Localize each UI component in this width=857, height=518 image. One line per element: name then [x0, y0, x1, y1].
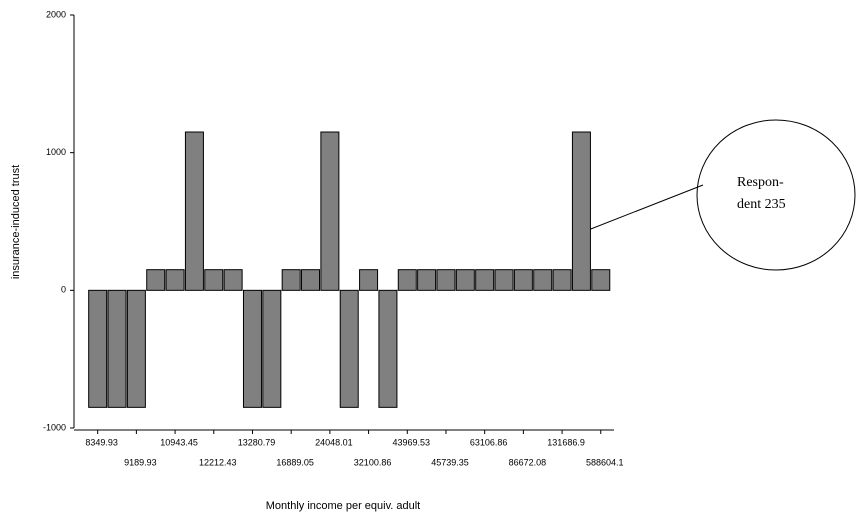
bar: [301, 269, 321, 291]
bar: [184, 131, 204, 291]
bar: [223, 269, 243, 291]
bar: [165, 269, 185, 291]
annotation: Respon-: [737, 175, 784, 190]
y-tick-label: 0: [61, 285, 66, 295]
bar: [475, 269, 495, 291]
bar: [126, 289, 146, 408]
x-tick-label: 86672.08: [509, 457, 547, 467]
bar: [339, 289, 359, 408]
bar: [107, 289, 127, 408]
x-tick-label: 131686.9: [547, 437, 585, 447]
bar: [204, 269, 224, 291]
bar: [436, 269, 456, 291]
x-tick-label: 43969.53: [393, 437, 431, 447]
bar: [320, 131, 340, 291]
bar: [146, 269, 166, 291]
bar: [571, 131, 591, 291]
x-tick-label: 9189.93: [124, 457, 157, 467]
x-tick-label: 12212.43: [199, 457, 237, 467]
annotation: dent 235: [737, 197, 786, 212]
x-tick-label: 13280.79: [238, 437, 276, 447]
x-tick-label: 32100.86: [354, 457, 392, 467]
x-tick-label: 8349.93: [85, 437, 118, 447]
x-tick-label: 45739.35: [431, 457, 469, 467]
x-tick-label: 63106.86: [470, 437, 508, 447]
y-tick-label: 1000: [46, 147, 66, 157]
bar: [533, 269, 553, 291]
bar: [378, 289, 398, 408]
bar: [242, 289, 262, 408]
callout-line: [577, 184, 704, 235]
y-axis-label: insurance-induced trust: [10, 165, 22, 279]
bar: [417, 269, 437, 291]
bar: [262, 289, 282, 408]
y-tick-label: 2000: [46, 9, 66, 19]
bar: [552, 269, 572, 291]
callout-ellipse: [696, 119, 856, 271]
bar: [397, 269, 417, 291]
y-tick-label: -1000: [43, 422, 66, 432]
x-axis-label: Monthly income per equiv. adult: [266, 500, 421, 512]
bar: [494, 269, 514, 291]
x-tick-label: 16889.05: [276, 457, 314, 467]
bar: [513, 269, 533, 291]
bar: [88, 289, 108, 408]
bar: [591, 269, 611, 291]
bar: [359, 269, 379, 291]
bar: [455, 269, 475, 291]
bar: [281, 269, 301, 291]
x-tick-label: 588604.1: [586, 457, 624, 467]
x-tick-label: 10943.45: [160, 437, 198, 447]
x-tick-label: 24048.01: [315, 437, 353, 447]
